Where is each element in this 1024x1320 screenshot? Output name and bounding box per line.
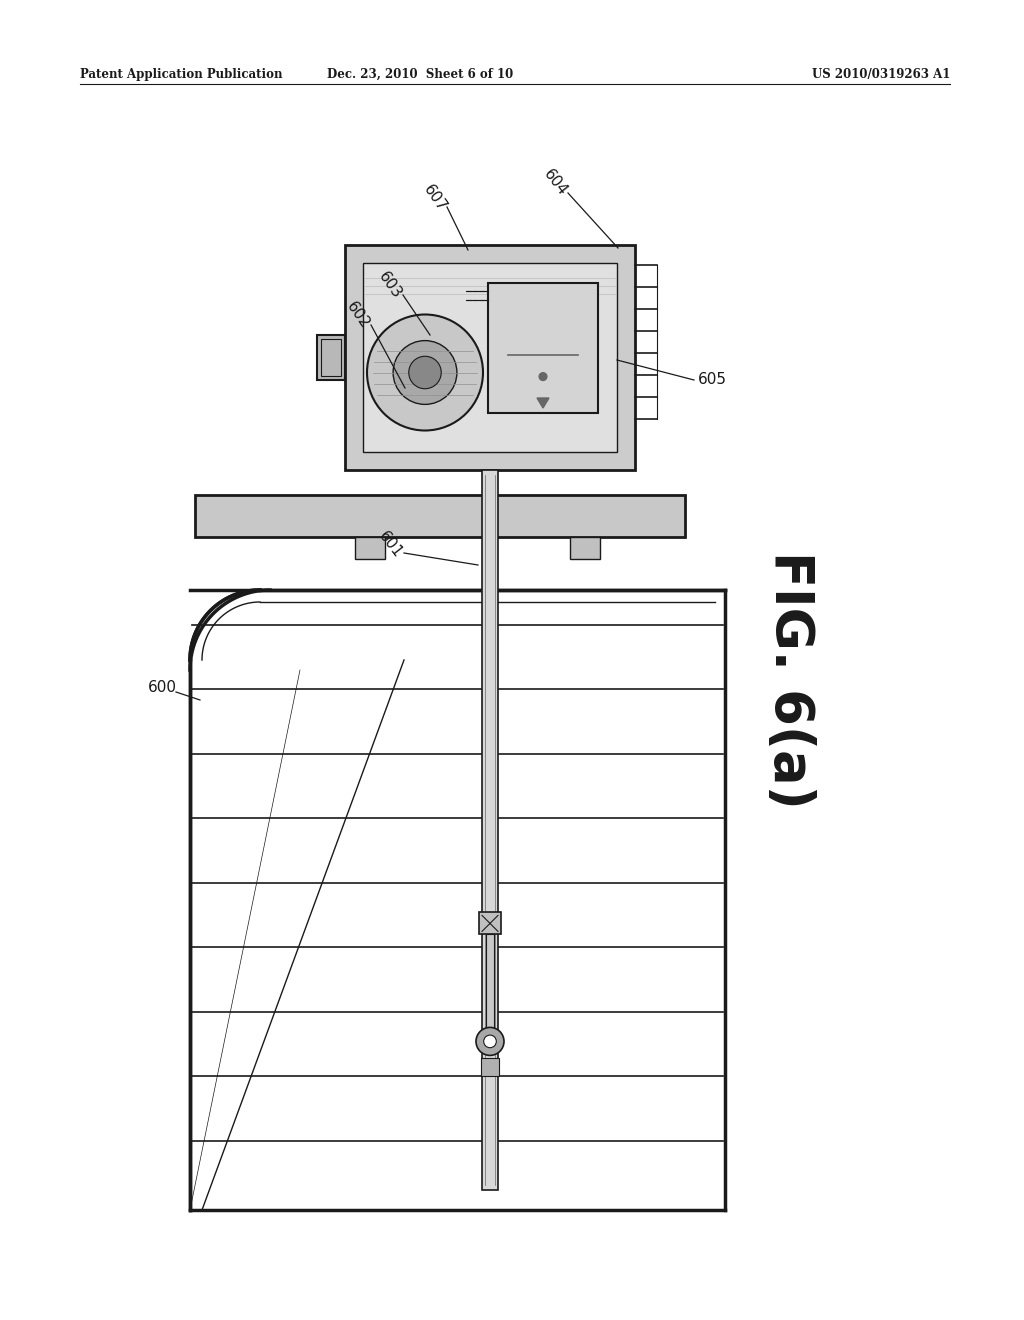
Bar (195, 495, 685, 537)
Text: Dec. 23, 2010  Sheet 6 of 10: Dec. 23, 2010 Sheet 6 of 10 (327, 69, 513, 81)
Circle shape (367, 314, 483, 430)
Text: 600: 600 (148, 681, 177, 696)
Bar (488, 282, 598, 413)
Circle shape (409, 356, 441, 388)
Bar (317, 335, 345, 380)
Circle shape (539, 372, 547, 380)
Text: 605: 605 (698, 372, 727, 388)
Bar (570, 537, 600, 558)
Bar (321, 339, 341, 376)
Text: 604: 604 (541, 166, 569, 199)
Bar (362, 263, 617, 451)
Circle shape (476, 1027, 504, 1056)
Polygon shape (537, 399, 549, 408)
Text: Patent Application Publication: Patent Application Publication (80, 69, 283, 81)
Text: 601: 601 (375, 529, 404, 561)
Text: FIG. 6(a): FIG. 6(a) (764, 552, 816, 809)
Bar (479, 912, 501, 935)
Text: 607: 607 (421, 182, 450, 214)
Bar (345, 246, 635, 470)
Bar (355, 537, 385, 558)
Text: 603: 603 (376, 269, 404, 301)
Text: 602: 602 (343, 298, 373, 331)
Text: US 2010/0319263 A1: US 2010/0319263 A1 (812, 69, 950, 81)
Circle shape (483, 1035, 497, 1048)
Bar (486, 935, 494, 1036)
Bar (482, 470, 498, 1191)
Bar (481, 1059, 499, 1076)
Circle shape (393, 341, 457, 404)
